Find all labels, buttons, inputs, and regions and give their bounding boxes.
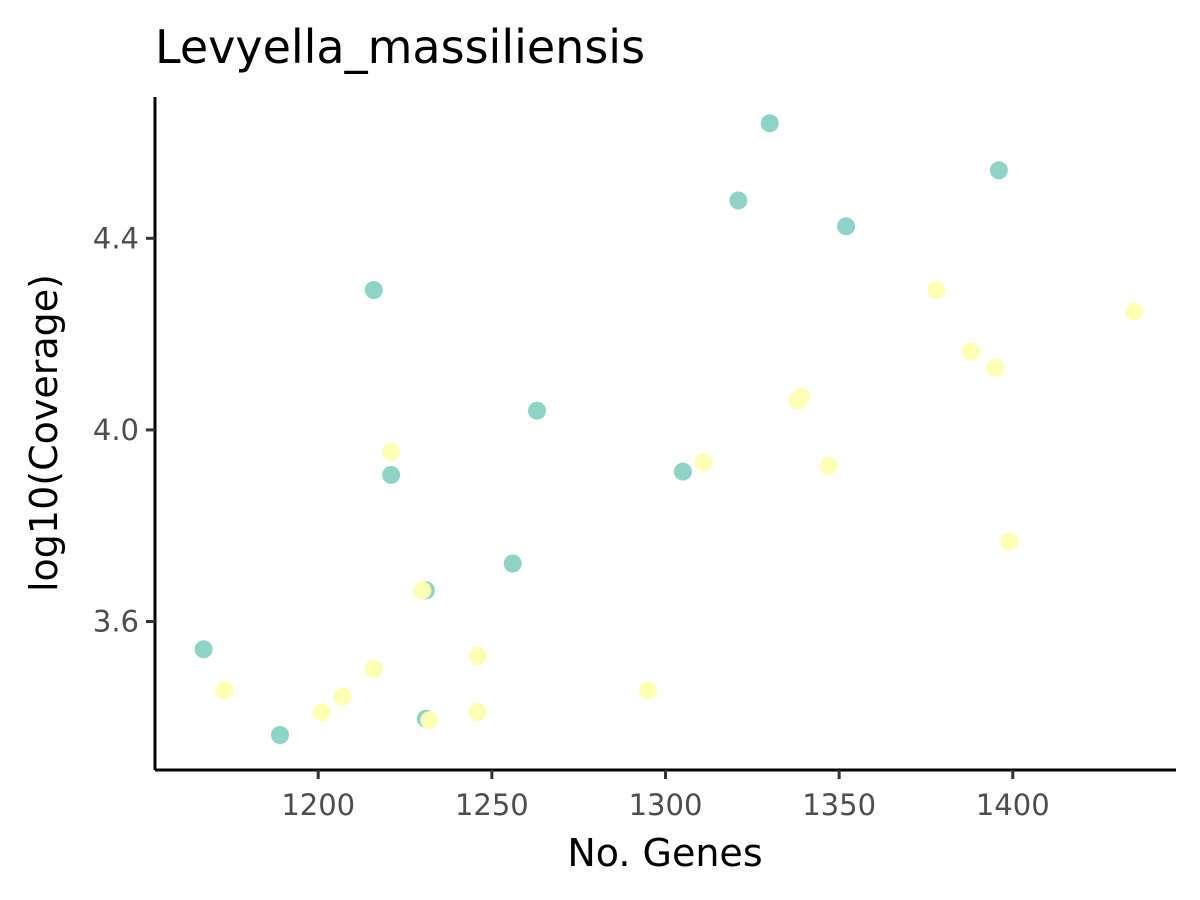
x-tick-label: 1350	[802, 788, 876, 822]
data-point	[729, 191, 748, 210]
data-point	[194, 640, 213, 659]
data-point	[837, 217, 856, 236]
data-point	[639, 681, 658, 700]
x-axis-title: No. Genes	[567, 831, 762, 875]
data-point	[989, 161, 1008, 180]
x-axis-ticks: 1200 1250 1300 1350 1400	[281, 770, 1050, 822]
data-point	[420, 711, 439, 730]
data-point	[333, 687, 352, 706]
chart-title: Levyella_massiliensis	[155, 20, 645, 74]
data-point	[986, 358, 1005, 377]
data-point	[673, 462, 692, 481]
y-axis-title: log10(Coverage)	[22, 274, 66, 592]
data-point	[962, 342, 981, 361]
data-point	[312, 703, 331, 722]
y-axis-ticks: 3.6 4.0 4.4	[93, 221, 155, 639]
data-point	[528, 401, 546, 420]
data-point	[364, 659, 383, 678]
data-point	[413, 581, 432, 600]
points-layer	[194, 114, 1144, 744]
x-tick-label: 1300	[629, 788, 703, 822]
y-tick-label: 4.4	[93, 221, 139, 255]
data-point	[382, 465, 401, 484]
data-point	[760, 114, 779, 133]
data-point	[382, 442, 401, 461]
x-tick-label: 1200	[281, 788, 355, 822]
data-point	[927, 281, 946, 299]
data-point	[1125, 302, 1144, 321]
y-tick-label: 4.0	[93, 413, 139, 447]
data-point	[503, 554, 522, 573]
x-tick-label: 1250	[455, 788, 529, 822]
data-point	[469, 647, 487, 665]
data-point	[215, 681, 234, 700]
data-point	[469, 703, 487, 721]
y-tick-label: 3.6	[93, 605, 139, 639]
data-point	[271, 726, 289, 744]
data-point	[819, 456, 838, 475]
data-point	[1000, 532, 1019, 551]
x-tick-label: 1400	[976, 788, 1050, 822]
data-point	[694, 453, 713, 472]
data-point	[364, 281, 383, 299]
data-point	[791, 387, 810, 406]
